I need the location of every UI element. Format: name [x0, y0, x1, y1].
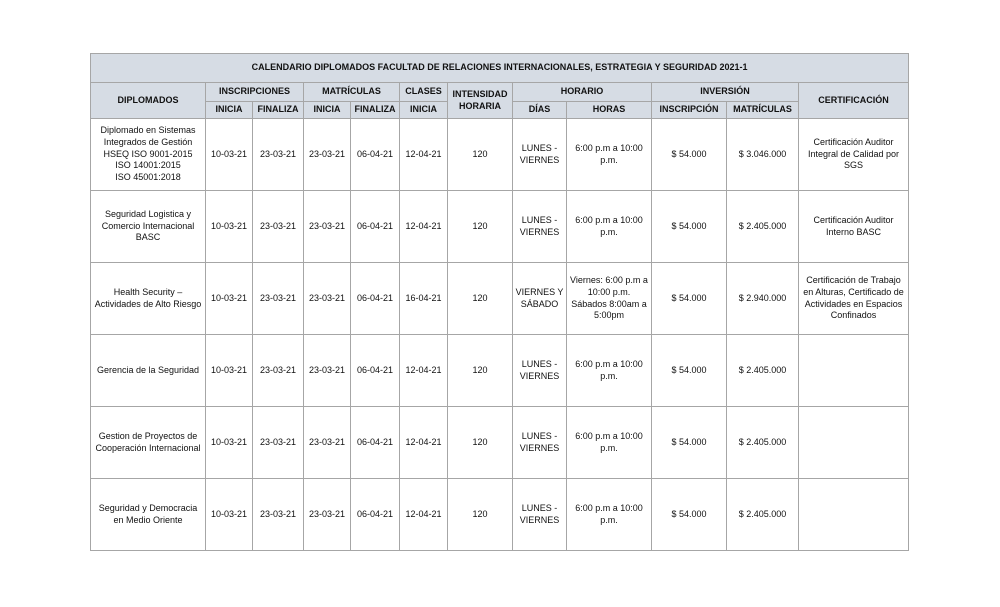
table-row: Health Security – Actividades de Alto Ri… — [90, 262, 910, 335]
cell-dias: LUNES - VIERNES — [512, 190, 567, 263]
cell-dias: LUNES - VIERNES — [512, 118, 567, 191]
cell-ins-ini: 10-03-21 — [205, 118, 253, 191]
cell-clases: 12-04-21 — [399, 478, 448, 551]
header-clases-inicia: INICIA — [399, 101, 448, 119]
cell-name: Gestion de Proyectos de Cooperación Inte… — [90, 406, 206, 479]
cell-dias: LUNES - VIERNES — [512, 478, 567, 551]
table-row: Seguridad Logistica y Comercio Internaci… — [90, 190, 910, 263]
cell-mat-fin: 06-04-21 — [350, 478, 400, 551]
cell-mat-fin: 06-04-21 — [350, 118, 400, 191]
cell-ins-fin: 23-03-21 — [252, 478, 304, 551]
cell-cert — [797, 334, 910, 407]
cell-inv-mat: $ 2.405.000 — [726, 190, 799, 263]
table-row: Diplomado en Sistemas Integrados de Gest… — [90, 118, 910, 191]
cell-dias: LUNES - VIERNES — [512, 334, 567, 407]
cell-name: Seguridad y Democracia en Medio Oriente — [90, 478, 206, 551]
table-title: CALENDARIO DIPLOMADOS FACULTAD DE RELACI… — [89, 53, 910, 83]
cell-horas: 6:00 p.m a 10:00 p.m. — [566, 334, 652, 407]
cell-ins-ini: 10-03-21 — [205, 478, 253, 551]
cell-mat-fin: 06-04-21 — [350, 262, 400, 335]
cell-mat-fin: 06-04-21 — [350, 190, 400, 263]
cell-ins-ini: 10-03-21 — [205, 262, 253, 335]
cell-dias: LUNES - VIERNES — [512, 406, 567, 479]
cell-intensidad: 120 — [447, 334, 513, 407]
cell-inv-ins: $ 54.000 — [651, 262, 727, 335]
cell-cert: Certificación Auditor Integral de Calida… — [797, 118, 910, 191]
cell-cert — [797, 406, 910, 479]
cell-ins-fin: 23-03-21 — [252, 262, 304, 335]
cell-mat-ini: 23-03-21 — [303, 478, 351, 551]
cell-clases: 12-04-21 — [399, 190, 448, 263]
header-ins-finaliza: FINALIZA — [252, 101, 304, 119]
cell-inv-ins: $ 54.000 — [651, 478, 727, 551]
cell-inv-mat: $ 2.405.000 — [726, 334, 799, 407]
diplomados-calendar-table: CALENDARIO DIPLOMADOS FACULTAD DE RELACI… — [89, 53, 910, 551]
header-diplomados: DIPLOMADOS — [90, 82, 206, 119]
cell-name: Seguridad Logistica y Comercio Internaci… — [90, 190, 206, 263]
header-matriculas: MATRÍCULAS — [303, 82, 400, 102]
table-row: Gerencia de la Seguridad 10-03-21 23-03-21… — [90, 334, 910, 407]
header-horario: HORARIO — [512, 82, 652, 102]
cell-ins-fin: 23-03-21 — [252, 118, 304, 191]
cell-name: Diplomado en Sistemas Integrados de Gest… — [90, 118, 206, 191]
cell-name: Health Security – Actividades de Alto Ri… — [90, 262, 206, 335]
cell-inv-ins: $ 54.000 — [651, 118, 727, 191]
cell-intensidad: 120 — [447, 262, 513, 335]
cell-mat-ini: 23-03-21 — [303, 190, 351, 263]
cell-mat-ini: 23-03-21 — [303, 406, 351, 479]
cell-intensidad: 120 — [447, 478, 513, 551]
cell-ins-ini: 10-03-21 — [205, 190, 253, 263]
cell-ins-fin: 23-03-21 — [252, 334, 304, 407]
cell-horas: 6:00 p.m a 10:00 p.m. — [566, 406, 652, 479]
cell-cert — [797, 478, 910, 551]
cell-horas: 6:00 p.m a 10:00 p.m. — [566, 478, 652, 551]
header-dias: DÍAS — [512, 101, 567, 119]
cell-inv-ins: $ 54.000 — [651, 190, 727, 263]
cell-intensidad: 120 — [447, 190, 513, 263]
header-inv-matriculas: MATRÍCULAS — [726, 101, 799, 119]
cell-inv-ins: $ 54.000 — [651, 406, 727, 479]
cell-intensidad: 120 — [447, 406, 513, 479]
cell-horas: Viernes: 6:00 p.m a 10:00 p.m. Sábados 8… — [566, 262, 652, 335]
cell-mat-fin: 06-04-21 — [350, 406, 400, 479]
cell-clases: 12-04-21 — [399, 406, 448, 479]
cell-inv-mat: $ 2.405.000 — [726, 478, 799, 551]
cell-inv-mat: $ 2.405.000 — [726, 406, 799, 479]
table-row: Gestion de Proyectos de Cooperación Inte… — [90, 406, 910, 479]
cell-inv-mat: $ 3.046.000 — [726, 118, 799, 191]
cell-mat-fin: 06-04-21 — [350, 334, 400, 407]
header-clases: CLASES — [399, 82, 448, 102]
cell-cert: Certificación de Trabajo en Alturas, Cer… — [797, 262, 910, 335]
cell-mat-ini: 23-03-21 — [303, 262, 351, 335]
header-inversion: INVERSIÓN — [651, 82, 799, 102]
header-inscripciones: INSCRIPCIONES — [205, 82, 304, 102]
cell-horas: 6:00 p.m a 10:00 p.m. — [566, 190, 652, 263]
cell-name: Gerencia de la Seguridad — [90, 334, 206, 407]
cell-ins-ini: 10-03-21 — [205, 406, 253, 479]
header-mat-inicia: INICIA — [303, 101, 351, 119]
header-ins-inicia: INICIA — [205, 101, 253, 119]
cell-clases: 12-04-21 — [399, 334, 448, 407]
cell-ins-fin: 23-03-21 — [252, 190, 304, 263]
cell-ins-fin: 23-03-21 — [252, 406, 304, 479]
cell-mat-ini: 23-03-21 — [303, 334, 351, 407]
table-row: Seguridad y Democracia en Medio Oriente 1… — [90, 478, 910, 551]
header-certificacion: CERTIFICACIÓN — [797, 82, 910, 119]
cell-ins-ini: 10-03-21 — [205, 334, 253, 407]
cell-inv-mat: $ 2.940.000 — [726, 262, 799, 335]
cell-mat-ini: 23-03-21 — [303, 118, 351, 191]
header-inv-inscripcion: INSCRIPCIÓN — [651, 101, 727, 119]
cell-cert: Certificación Auditor Interno BASC — [797, 190, 910, 263]
cell-clases: 12-04-21 — [399, 118, 448, 191]
header-horas: HORAS — [566, 101, 652, 119]
header-mat-finaliza: FINALIZA — [350, 101, 400, 119]
cell-dias: VIERNES Y SÁBADO — [512, 262, 567, 335]
header-intensidad: INTENSIDAD HORARIA — [447, 82, 513, 119]
cell-horas: 6:00 p.m a 10:00 p.m. — [566, 118, 652, 191]
cell-clases: 16-04-21 — [399, 262, 448, 335]
cell-intensidad: 120 — [447, 118, 513, 191]
cell-inv-ins: $ 54.000 — [651, 334, 727, 407]
